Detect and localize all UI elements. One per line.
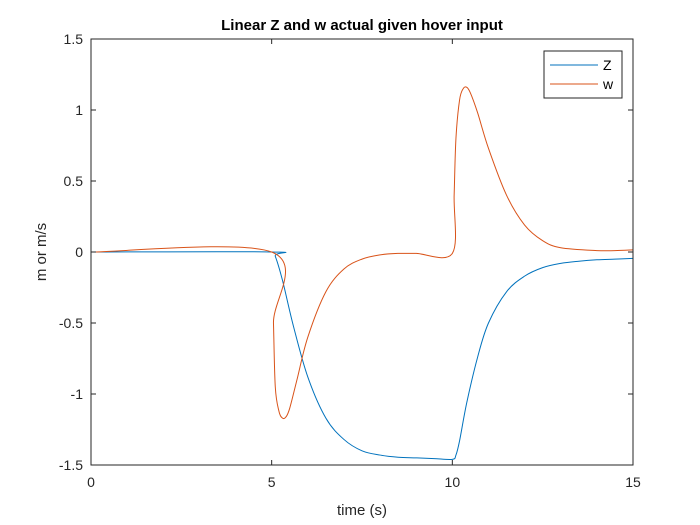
y-tick-label: 1.5 [64, 31, 84, 47]
x-tick-label: 5 [268, 474, 276, 490]
legend: Zw [543, 50, 623, 99]
y-tick-label: -1 [71, 386, 84, 402]
y-tick-label: -0.5 [59, 315, 83, 331]
y-axis-label: m or m/s [33, 223, 50, 281]
y-tick-label: -1.5 [59, 457, 83, 473]
x-tick-label: 0 [87, 474, 95, 490]
series-line-z [90, 251, 634, 460]
legend-label-z: Z [603, 57, 612, 73]
plot-lines [90, 86, 634, 460]
y-tick-label: 1 [75, 102, 83, 118]
legend-box [543, 50, 623, 99]
series-line-w [90, 86, 634, 420]
x-tick-label: 10 [445, 474, 461, 490]
x-axis-label: time (s) [337, 502, 387, 519]
legend-label-w: w [602, 76, 614, 92]
axis-ticks: 0 5 10 15 1.5 1 0.5 0 -0.5 -1 -1.5 [59, 31, 641, 490]
y-tick-label: 0 [75, 244, 83, 260]
x-tick-label: 15 [625, 474, 641, 490]
chart-title: Linear Z and w actual given hover input [221, 17, 503, 34]
y-tick-label: 0.5 [64, 173, 84, 189]
